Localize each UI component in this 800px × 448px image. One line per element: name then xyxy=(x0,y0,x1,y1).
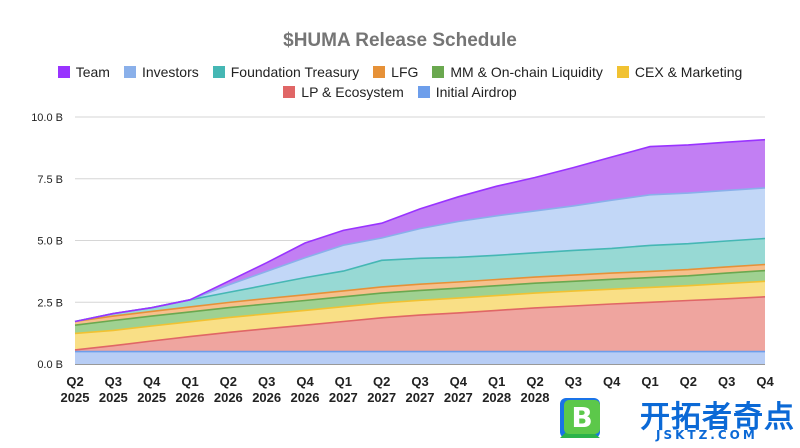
x-tick-year: 2027 xyxy=(367,390,396,405)
x-tick-quarter: Q1 xyxy=(641,374,658,389)
x-tick-year: 2025 xyxy=(99,390,128,405)
legend-swatch xyxy=(417,86,430,98)
x-tick-quarter: Q3 xyxy=(718,374,735,389)
legend-item-lfg: LFG xyxy=(373,64,418,80)
line-mm-on-chain-liquidity xyxy=(74,269,766,326)
x-tick-quarter: Q2 xyxy=(220,374,237,389)
legend-swatch xyxy=(432,66,445,78)
legend-swatch xyxy=(212,66,225,78)
legend-item-foundation-treasury: Foundation Treasury xyxy=(212,64,360,80)
legend-label: Foundation Treasury xyxy=(230,64,360,80)
legend-swatch xyxy=(373,66,386,78)
y-tick-label: 7.5 B xyxy=(37,174,63,186)
legend-swatch xyxy=(283,86,296,98)
legend-row-2: LP & Ecosystem Initial Airdrop xyxy=(0,84,800,100)
area-cex-marketing xyxy=(75,281,765,350)
y-tick-label: 10.0 B xyxy=(31,112,63,124)
x-tick-quarter: Q4 xyxy=(143,374,161,389)
x-tick-quarter: Q2 xyxy=(66,374,83,389)
legend-item-team: Team xyxy=(57,64,110,80)
x-tick-quarter: Q1 xyxy=(488,374,505,389)
y-tick-label: 0.0 B xyxy=(37,359,63,371)
legend-label: Team xyxy=(75,64,110,80)
area-team xyxy=(75,139,765,322)
legend-label: Investors xyxy=(141,64,199,80)
legend-item-cex-marketing: CEX & Marketing xyxy=(616,64,743,80)
legend-item-lp-ecosystem: LP & Ecosystem xyxy=(283,84,404,100)
legend-swatch xyxy=(57,66,70,78)
x-tick-quarter: Q2 xyxy=(680,374,697,389)
x-tick-quarter: Q3 xyxy=(105,374,122,389)
line-lp-ecosystem xyxy=(74,296,766,351)
legend-item-initial-airdrop: Initial Airdrop xyxy=(417,84,517,100)
area-foundation-treasury xyxy=(75,238,765,322)
x-tick-quarter: Q3 xyxy=(565,374,582,389)
line-team xyxy=(74,138,766,323)
legend-row-1: Team Investors Foundation Treasury LFG MM & … xyxy=(0,64,800,80)
legend-label: CEX & Marketing xyxy=(634,64,743,80)
legend-swatch xyxy=(616,66,629,78)
legend-item-mm-on-chain-liquidity: MM & On-chain Liquidity xyxy=(432,64,603,80)
legend-label: MM & On-chain Liquidity xyxy=(450,64,603,80)
x-tick-quarter: Q2 xyxy=(373,374,390,389)
x-tick-year: 2025 xyxy=(61,390,90,405)
line-lfg xyxy=(74,263,766,323)
watermark-logo-letter: B xyxy=(571,401,592,434)
x-tick-quarter: Q1 xyxy=(181,374,198,389)
line-cex-marketing xyxy=(74,280,766,335)
x-tick-year: 2028 xyxy=(521,390,550,405)
area-mm-on-chain-liquidity xyxy=(75,270,765,334)
chart-title: $HUMA Release Schedule xyxy=(283,30,517,51)
x-tick-quarter: Q4 xyxy=(603,374,621,389)
x-tick-quarter: Q4 xyxy=(756,374,774,389)
area-initial-airdrop xyxy=(75,351,765,364)
x-tick-year: 2027 xyxy=(444,390,473,405)
x-tick-quarter: Q4 xyxy=(450,374,468,389)
legend-item-investors: Investors xyxy=(123,64,199,80)
x-tick-year: 2028 xyxy=(482,390,511,405)
area-lp-ecosystem xyxy=(75,296,765,352)
watermark-logo-icon: B xyxy=(560,398,600,438)
legend-label: LFG xyxy=(391,64,419,80)
x-tick-year: 2025 xyxy=(137,390,166,405)
x-tick-year: 2027 xyxy=(329,390,358,405)
watermark-domain: JSKTZ.COM xyxy=(656,428,758,442)
x-tick-year: 2027 xyxy=(406,390,435,405)
y-tick-label: 5.0 B xyxy=(37,236,63,248)
x-tick-quarter: Q3 xyxy=(258,374,275,389)
y-tick-label: 2.5 B xyxy=(37,297,63,309)
legend-label: Initial Airdrop xyxy=(435,84,517,100)
x-tick-year: 2026 xyxy=(291,390,320,405)
x-tick-quarter: Q1 xyxy=(335,374,352,389)
x-tick-year: 2026 xyxy=(214,390,243,405)
legend-label: LP & Ecosystem xyxy=(301,84,404,100)
legend-swatch xyxy=(123,66,136,78)
x-tick-quarter: Q3 xyxy=(411,374,428,389)
x-tick-quarter: Q4 xyxy=(296,374,314,389)
watermark-name: 开拓者奇点 xyxy=(640,400,795,435)
x-tick-year: 2026 xyxy=(252,390,281,405)
watermark: B 开拓者奇点 JSKTZ.COM xyxy=(556,390,800,448)
x-tick-year: 2026 xyxy=(176,390,205,405)
x-tick-quarter: Q2 xyxy=(526,374,543,389)
